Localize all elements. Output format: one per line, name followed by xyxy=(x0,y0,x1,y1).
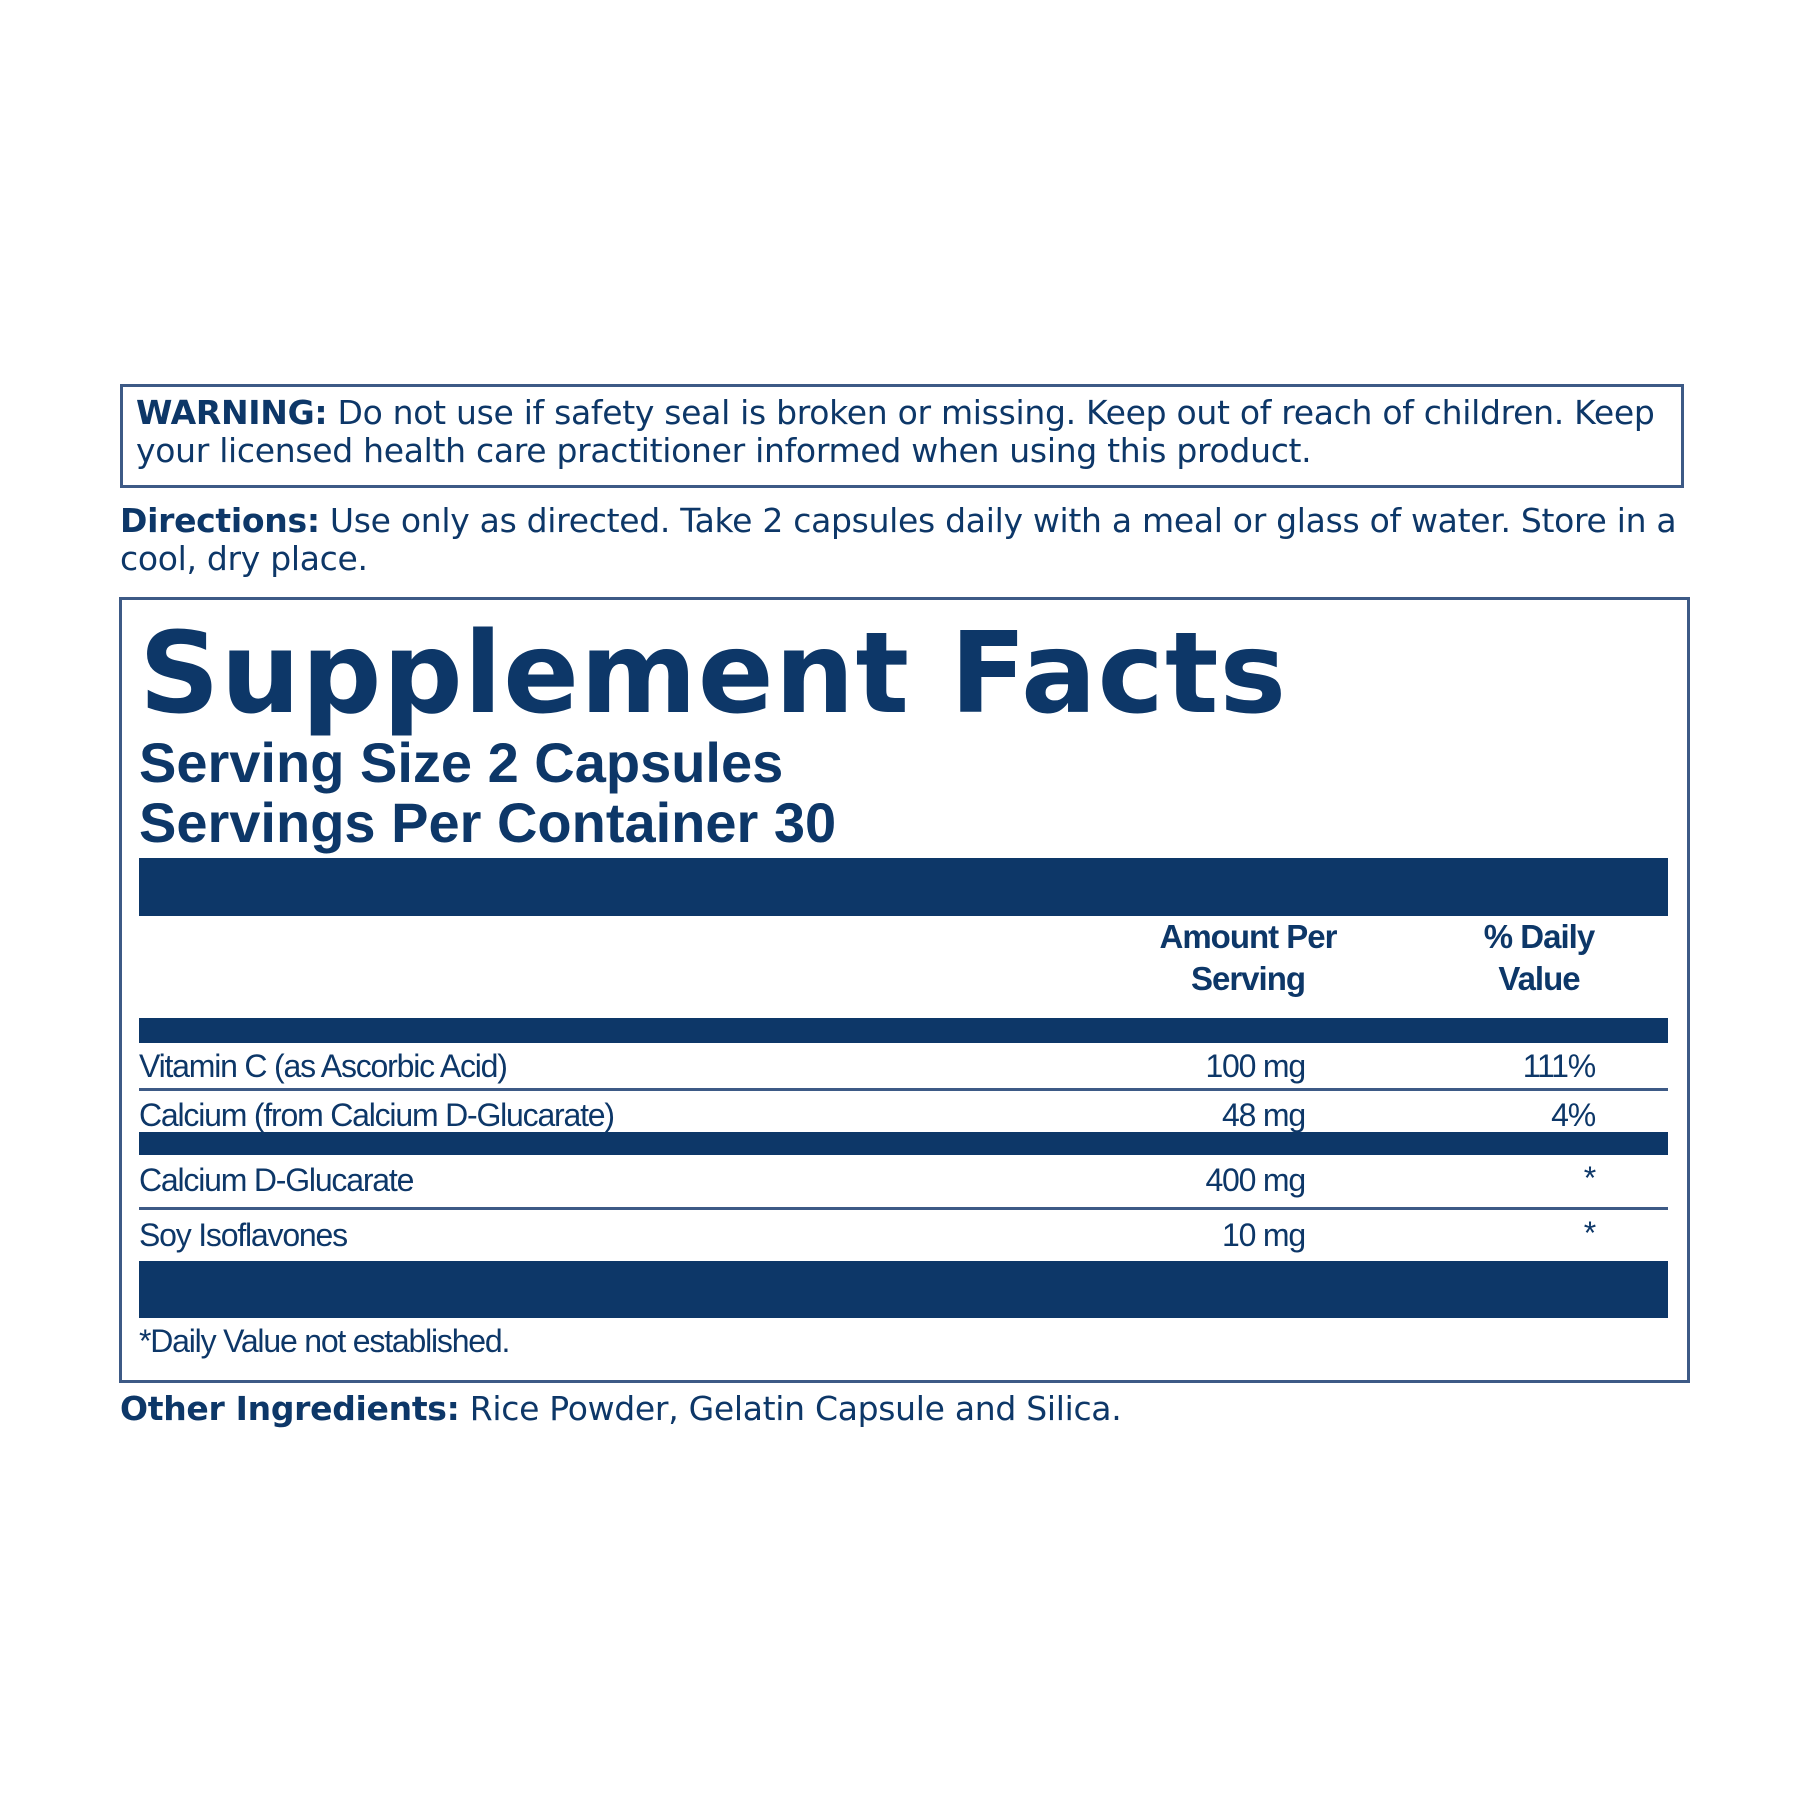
row-rule xyxy=(139,1207,1668,1210)
directions-text: Use only as directed. Take 2 capsules da… xyxy=(120,501,1677,578)
warning-label: WARNING: xyxy=(136,393,328,432)
amount: 10 mg xyxy=(1222,1217,1306,1253)
amount-header: Amount Per Serving xyxy=(1159,918,1337,997)
thick-bar xyxy=(139,858,1668,916)
warning-box xyxy=(120,384,1684,488)
nutrient-name: Calcium (from Calcium D-Glucarate) xyxy=(139,1097,615,1133)
dv-header: % Daily Value xyxy=(1483,918,1595,997)
amount: 400 mg xyxy=(1205,1162,1306,1198)
other-ingredients-text: Rice Powder, Gelatin Capsule and Silica. xyxy=(469,1389,1122,1428)
other-ingredients-label: Other Ingredients: xyxy=(120,1389,460,1428)
facts-title: Supplement Facts xyxy=(139,609,1288,739)
servings-per-container: Servings Per Container 30 xyxy=(139,791,837,854)
daily-value: 111% xyxy=(1522,1048,1596,1084)
facts-box xyxy=(119,597,1690,1383)
amount: 48 mg xyxy=(1222,1097,1306,1133)
thick-bar xyxy=(139,1261,1668,1318)
warning: WARNING: Do not use if safety seal is br… xyxy=(136,394,1676,470)
other-ingredients: Other Ingredients: Rice Powder, Gelatin … xyxy=(120,1390,1690,1428)
footnote: *Daily Value not established. xyxy=(139,1323,510,1359)
directions-label: Directions: xyxy=(120,501,320,540)
serving-size: Serving Size 2 Capsules xyxy=(139,731,784,794)
directions: Directions: Use only as directed. Take 2… xyxy=(120,502,1690,578)
bar xyxy=(139,1132,1668,1155)
nutrient-name: Vitamin C (as Ascorbic Acid) xyxy=(139,1048,508,1084)
nutrient-name: Soy Isoflavones xyxy=(139,1217,348,1253)
daily-value: * xyxy=(1583,1215,1596,1251)
bar xyxy=(139,1018,1668,1043)
daily-value: 4% xyxy=(1551,1097,1596,1133)
nutrient-name: Calcium D-Glucarate xyxy=(139,1162,414,1198)
amount: 100 mg xyxy=(1205,1048,1306,1084)
row-rule xyxy=(139,1088,1668,1091)
daily-value: * xyxy=(1583,1160,1596,1196)
warning-text: Do not use if safety seal is broken or m… xyxy=(136,393,1655,470)
